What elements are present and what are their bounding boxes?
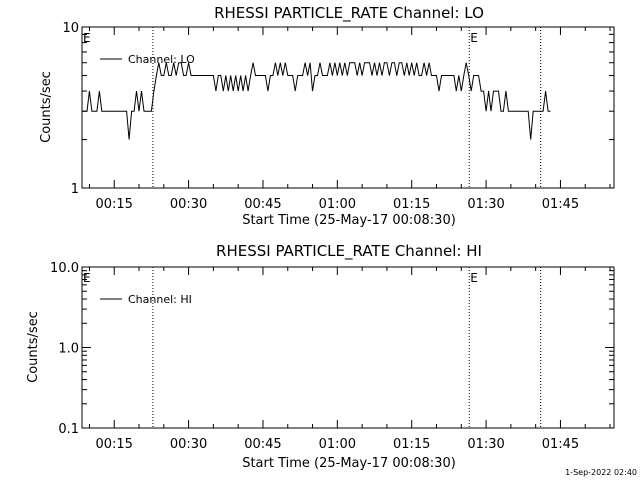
event-marker-label: E	[83, 31, 91, 45]
generation-timestamp: 1-Sep-2022 02:40	[565, 468, 637, 477]
x-tick-label: 01:00	[319, 197, 356, 212]
x-tick-label: 01:15	[393, 197, 430, 212]
event-marker-label: E	[83, 271, 91, 285]
chart-panel-lo: RHESSI PARTICLE_RATE Channel: LO Start T…	[39, 4, 615, 228]
x-axis-label: Start Time (25-May-17 00:08:30)	[242, 213, 456, 228]
legend-entry-label: Channel: HI	[128, 293, 192, 306]
y-tick-label: 1.0	[58, 342, 79, 357]
chart-title: RHESSI PARTICLE_RATE Channel: LO	[214, 4, 484, 23]
x-tick-label: 01:30	[467, 197, 504, 212]
series-line	[82, 62, 551, 140]
x-tick-label: 01:00	[319, 437, 356, 452]
x-tick-label: 01:45	[542, 197, 579, 212]
x-tick-label: 00:30	[170, 197, 207, 212]
plot-frame	[81, 266, 615, 429]
event-marker-label: E	[470, 271, 478, 285]
x-tick-label: 01:15	[393, 437, 430, 452]
x-tick-label: 00:45	[244, 437, 281, 452]
x-tick-label: 01:45	[542, 437, 579, 452]
x-tick-label: 00:15	[95, 437, 132, 452]
x-tick-label: 00:15	[95, 197, 132, 212]
y-tick-label: 10.0	[50, 261, 79, 276]
y-axis-label: Counts/sec	[39, 71, 54, 143]
legend-entry-label: Channel: LO	[128, 53, 195, 66]
y-tick-label: 0.1	[58, 422, 79, 437]
chart-panel-hi: RHESSI PARTICLE_RATE Channel: HI Start T…	[26, 242, 615, 471]
event-marker-label: E	[470, 31, 478, 45]
y-axis-label: Counts/sec	[26, 311, 41, 383]
x-tick-label: 00:30	[170, 437, 207, 452]
chart-title: RHESSI PARTICLE_RATE Channel: HI	[216, 242, 482, 261]
y-tick-label: 1	[71, 182, 79, 197]
y-tick-label: 10	[62, 21, 79, 36]
x-tick-label: 00:45	[244, 197, 281, 212]
x-axis-label: Start Time (25-May-17 00:08:30)	[242, 456, 456, 471]
x-tick-label: 01:30	[467, 437, 504, 452]
plot-frame	[81, 26, 615, 189]
